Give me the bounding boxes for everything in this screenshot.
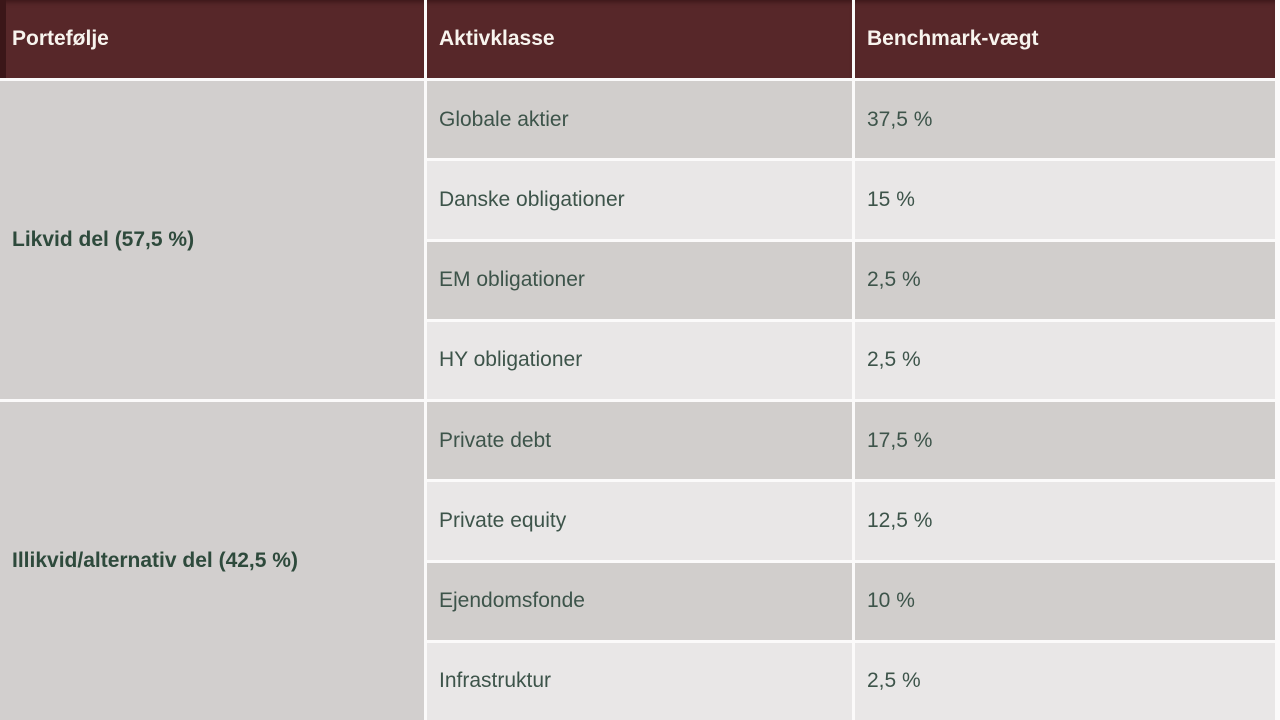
group-label: Likvid del (57,5 %) [12, 228, 195, 251]
asset-label: EM obligationer [439, 268, 585, 292]
weight-cell: 37,5 % [855, 81, 1275, 159]
column-header-aktivklasse-label: Aktivklasse [439, 27, 555, 50]
weight-value: 15 % [867, 187, 915, 211]
weight-cell: 12,5 % [855, 482, 1275, 560]
weight-value: 2,5 % [867, 348, 921, 372]
column-header-aktivklasse: Aktivklasse [427, 0, 852, 78]
group-label: Illikvid/alternativ del (42,5 %) [12, 549, 298, 572]
weight-value: 10 % [867, 589, 915, 613]
weight-value: 37,5 % [867, 107, 933, 131]
asset-label: Private equity [439, 508, 567, 532]
column-header-benchmark-vaegt-label: Benchmark-vægt [867, 27, 1039, 50]
column-header-portefolje: Portefølje [0, 0, 424, 78]
group-cell-likvid-del: Likvid del (57,5 %) [0, 81, 424, 399]
weight-value: 12,5 % [867, 508, 933, 532]
weight-cell: 2,5 % [855, 321, 1275, 399]
weight-cell: 17,5 % [855, 402, 1275, 480]
asset-cell: Infrastruktur [427, 642, 852, 720]
asset-cell: Danske obligationer [427, 161, 852, 239]
weight-cell: 15 % [855, 161, 1275, 239]
asset-label: Private debt [439, 428, 552, 452]
asset-cell: Globale aktier [427, 81, 852, 159]
asset-label: Ejendomsfonde [439, 589, 585, 613]
asset-cell: Private equity [427, 482, 852, 560]
weight-cell: 10 % [855, 562, 1275, 640]
column-header-portefolje-label: Portefølje [12, 27, 109, 50]
asset-cell: EM obligationer [427, 241, 852, 319]
weight-cell: 2,5 % [855, 642, 1275, 720]
asset-label: HY obligationer [439, 348, 583, 372]
asset-cell: Private debt [427, 402, 852, 480]
column-header-benchmark-vaegt: Benchmark-vægt [855, 0, 1275, 78]
weight-value: 2,5 % [867, 268, 921, 292]
weight-cell: 2,5 % [855, 241, 1275, 319]
asset-label: Infrastruktur [439, 669, 552, 693]
asset-cell: HY obligationer [427, 321, 852, 399]
group-cell-illikvid-alternativ-del: Illikvid/alternativ del (42,5 %) [0, 402, 424, 720]
asset-label: Globale aktier [439, 107, 569, 131]
asset-label: Danske obligationer [439, 187, 625, 211]
asset-cell: Ejendomsfonde [427, 562, 852, 640]
weight-value: 2,5 % [867, 669, 921, 693]
weight-value: 17,5 % [867, 428, 933, 452]
